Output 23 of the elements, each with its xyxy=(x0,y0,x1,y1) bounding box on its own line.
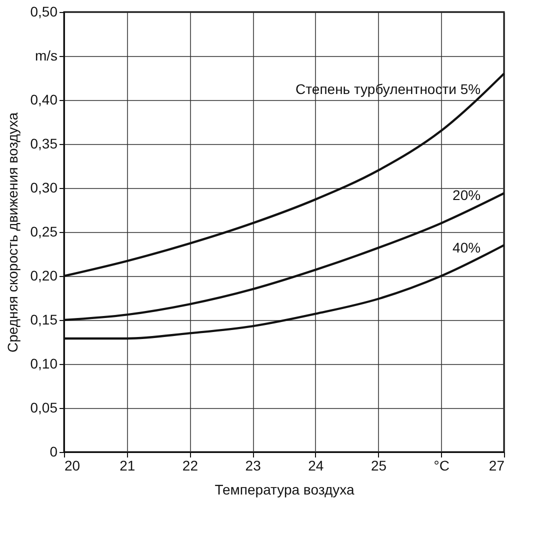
x-tick-label: 24 xyxy=(308,458,324,474)
y-tick-label: 0,10 xyxy=(30,356,58,372)
y-tick-label: 0,20 xyxy=(30,268,58,284)
y-tick-label: 0,40 xyxy=(30,92,58,108)
x-tick-label: 20 xyxy=(64,458,80,474)
y-axis-title: Средняя скорость движения воздуха xyxy=(4,112,20,352)
y-tick-label: 0,50 xyxy=(30,4,58,20)
y-tick-label: 0 xyxy=(50,444,58,460)
y-tick-label: 0,15 xyxy=(30,312,58,328)
y-tick-label: 0,35 xyxy=(30,136,58,152)
y-tick-label: m/s xyxy=(34,48,58,64)
x-tick-label: 27 xyxy=(488,458,505,474)
x-tick-label: 25 xyxy=(370,458,387,474)
x-tick-label: 23 xyxy=(245,458,262,474)
x-axis-title: Температура воздуха xyxy=(214,482,354,498)
x-tick-label: 21 xyxy=(120,458,136,474)
series-label: 20% xyxy=(452,187,481,204)
x-tick-label: °C xyxy=(434,458,450,474)
x-tick-label: 22 xyxy=(182,458,198,474)
series-label: 40% xyxy=(452,240,481,256)
y-tick-label: 0,05 xyxy=(30,400,58,416)
y-tick-label: 0,30 xyxy=(30,180,58,196)
y-tick-label: 0,25 xyxy=(30,224,58,240)
